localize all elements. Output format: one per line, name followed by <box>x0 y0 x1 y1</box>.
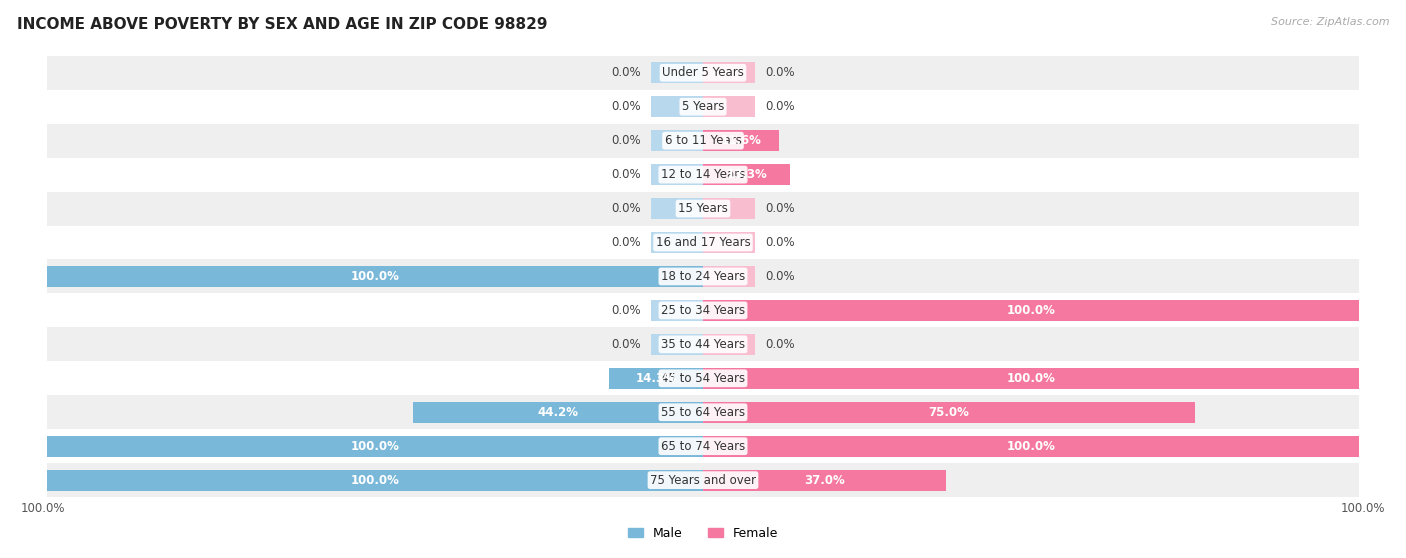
Bar <box>46 191 1360 225</box>
Text: INCOME ABOVE POVERTY BY SEX AND AGE IN ZIP CODE 98829: INCOME ABOVE POVERTY BY SEX AND AGE IN Z… <box>17 17 547 32</box>
Bar <box>46 225 1360 259</box>
Text: 100.0%: 100.0% <box>1007 440 1056 453</box>
Text: 6 to 11 Years: 6 to 11 Years <box>665 134 741 147</box>
Text: 0.0%: 0.0% <box>612 338 641 351</box>
Text: 12 to 14 Years: 12 to 14 Years <box>661 168 745 181</box>
Bar <box>46 470 703 490</box>
Bar <box>703 62 755 83</box>
Bar <box>46 463 1360 497</box>
Text: 0.0%: 0.0% <box>765 236 794 249</box>
Bar <box>651 164 703 185</box>
Text: 100.0%: 100.0% <box>21 502 65 514</box>
Bar <box>703 198 755 219</box>
Text: 0.0%: 0.0% <box>612 202 641 215</box>
Text: 11.6%: 11.6% <box>721 134 762 147</box>
Bar <box>651 334 703 355</box>
Text: 13.3%: 13.3% <box>727 168 768 181</box>
Text: 16 and 17 Years: 16 and 17 Years <box>655 236 751 249</box>
Text: 25 to 34 Years: 25 to 34 Years <box>661 304 745 317</box>
Text: 65 to 74 Years: 65 to 74 Years <box>661 440 745 453</box>
Bar <box>46 259 1360 294</box>
Legend: Male, Female: Male, Female <box>623 522 783 545</box>
Bar <box>703 232 755 253</box>
Bar <box>46 429 1360 463</box>
Text: 18 to 24 Years: 18 to 24 Years <box>661 270 745 283</box>
Text: 0.0%: 0.0% <box>612 304 641 317</box>
Bar <box>703 470 946 490</box>
Bar <box>609 368 703 389</box>
Text: 75 Years and over: 75 Years and over <box>650 474 756 487</box>
Text: 37.0%: 37.0% <box>804 474 845 487</box>
Text: 0.0%: 0.0% <box>612 168 641 181</box>
Text: 0.0%: 0.0% <box>765 66 794 79</box>
Bar <box>703 266 755 287</box>
Bar <box>651 62 703 83</box>
Text: 15 Years: 15 Years <box>678 202 728 215</box>
Text: 100.0%: 100.0% <box>350 474 399 487</box>
Bar <box>651 198 703 219</box>
Text: 45 to 54 Years: 45 to 54 Years <box>661 372 745 385</box>
Text: 100.0%: 100.0% <box>1007 372 1056 385</box>
Text: 100.0%: 100.0% <box>350 270 399 283</box>
Bar <box>46 328 1360 362</box>
Bar <box>46 158 1360 191</box>
Text: Under 5 Years: Under 5 Years <box>662 66 744 79</box>
Bar <box>46 124 1360 158</box>
Bar <box>651 232 703 253</box>
Text: 55 to 64 Years: 55 to 64 Years <box>661 406 745 418</box>
Text: 44.2%: 44.2% <box>537 406 578 418</box>
Text: 0.0%: 0.0% <box>612 66 641 79</box>
Bar <box>703 130 779 151</box>
Text: 75.0%: 75.0% <box>928 406 970 418</box>
Bar <box>703 96 755 117</box>
Bar <box>46 266 703 287</box>
Text: 0.0%: 0.0% <box>612 100 641 113</box>
Bar <box>703 368 1360 389</box>
Bar <box>413 402 703 423</box>
Text: 35 to 44 Years: 35 to 44 Years <box>661 338 745 351</box>
Bar <box>651 96 703 117</box>
Bar <box>703 164 790 185</box>
Text: 5 Years: 5 Years <box>682 100 724 113</box>
Bar <box>46 395 1360 429</box>
Bar <box>703 436 1360 456</box>
Bar <box>703 300 1360 321</box>
Bar <box>651 300 703 321</box>
Text: 0.0%: 0.0% <box>765 100 794 113</box>
Bar <box>703 334 755 355</box>
Text: 0.0%: 0.0% <box>612 134 641 147</box>
Text: Source: ZipAtlas.com: Source: ZipAtlas.com <box>1271 17 1389 27</box>
Text: 100.0%: 100.0% <box>1341 502 1385 514</box>
Bar <box>46 294 1360 328</box>
Bar <box>46 362 1360 395</box>
Bar <box>703 402 1195 423</box>
Bar <box>651 130 703 151</box>
Text: 0.0%: 0.0% <box>765 338 794 351</box>
Text: 14.3%: 14.3% <box>636 372 676 385</box>
Bar <box>46 436 703 456</box>
Bar <box>46 56 1360 90</box>
Text: 100.0%: 100.0% <box>350 440 399 453</box>
Text: 0.0%: 0.0% <box>765 202 794 215</box>
Text: 100.0%: 100.0% <box>1007 304 1056 317</box>
Text: 0.0%: 0.0% <box>765 270 794 283</box>
Text: 0.0%: 0.0% <box>612 236 641 249</box>
Bar <box>46 90 1360 124</box>
